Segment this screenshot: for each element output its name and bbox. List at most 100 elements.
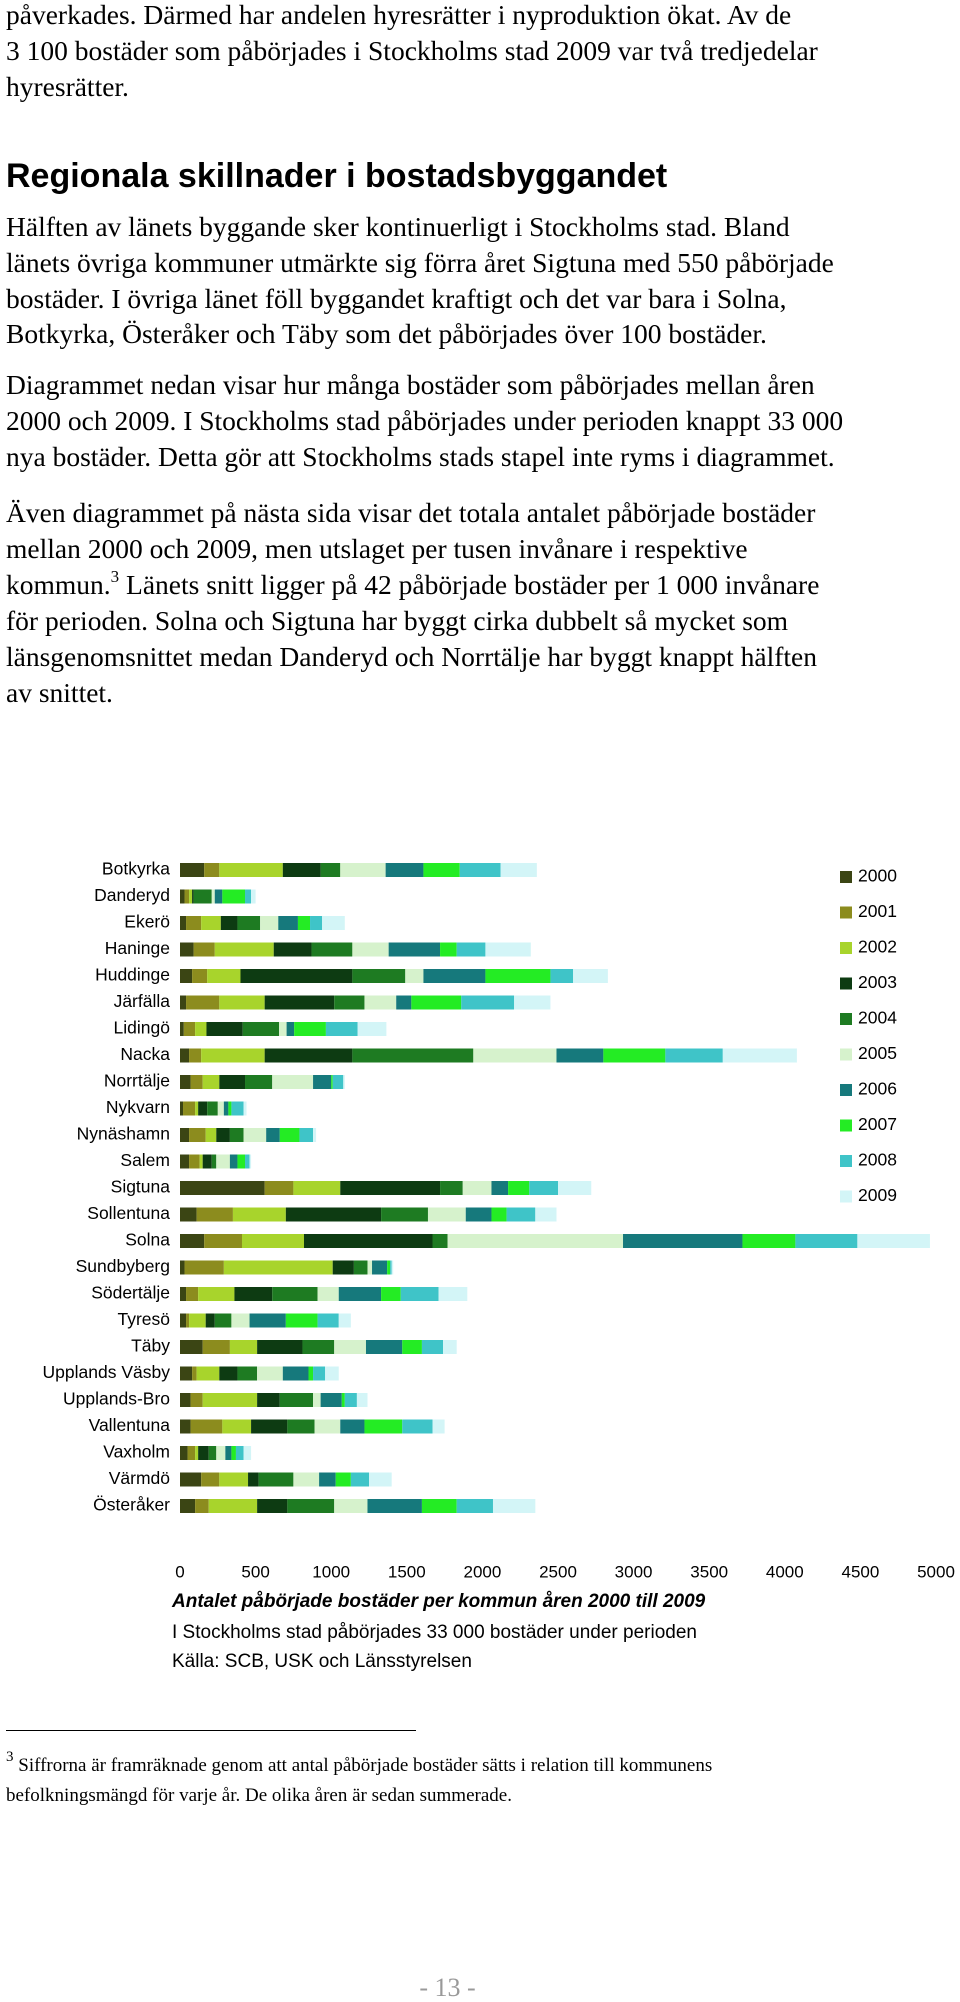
bar-segment (508, 1181, 530, 1195)
y-tick-label: Sigtuna (111, 1177, 171, 1197)
bar-segment (294, 1022, 326, 1036)
legend-swatch (840, 1084, 852, 1096)
bar-segment (180, 1313, 187, 1328)
bar-segment (196, 1207, 233, 1222)
bar-segment (241, 1234, 304, 1248)
x-tick-label: 4500 (841, 1562, 879, 1581)
bar-segment (340, 863, 386, 877)
bar-segment (381, 1207, 428, 1222)
bar-segment (485, 942, 531, 957)
bar-segment (219, 1366, 238, 1381)
bar-segment (402, 1340, 422, 1354)
text-line: 2000 och 2009. I Stockholms stad påbörja… (6, 405, 844, 436)
bar-segment (228, 1101, 232, 1116)
bar-segment (500, 863, 537, 877)
bar-segment (214, 942, 274, 957)
legend-swatch (840, 1048, 852, 1061)
bar-segment (207, 1101, 218, 1116)
y-tick-label: Södertälje (91, 1283, 170, 1303)
x-tick-label: 2500 (539, 1562, 577, 1581)
bar-segment (190, 1075, 203, 1089)
bar-segment (411, 995, 462, 1010)
legend-swatch (840, 1190, 852, 1203)
bar-segment (396, 995, 412, 1010)
bar-segment (421, 1499, 457, 1513)
y-tick-label: Haninge (105, 938, 170, 958)
bar-segment (245, 889, 252, 904)
bar-segment (223, 1260, 333, 1275)
bar-segment (272, 1075, 314, 1089)
bar-segment (308, 1366, 314, 1381)
bar-segment (385, 863, 424, 877)
bar-segment (187, 1446, 196, 1460)
text: Siffrorna är framräknade genom att antal… (18, 1755, 713, 1776)
bar-segment (208, 1499, 258, 1513)
y-tick-label: Nykvarn (106, 1097, 170, 1117)
bar-segment (195, 1446, 199, 1460)
legend-label: 2007 (858, 1114, 897, 1134)
bar-segment (364, 995, 397, 1010)
bar-segment (180, 1128, 190, 1142)
bar-segment (180, 1446, 188, 1460)
text: kommun. (6, 569, 111, 600)
bar-segment (302, 1340, 335, 1354)
bar-segment (456, 1499, 493, 1513)
bar-segment (550, 969, 574, 983)
bar-segment (183, 1101, 196, 1116)
bar-segment (440, 942, 457, 957)
bar-segment (204, 863, 220, 877)
bar-segment (257, 1340, 303, 1354)
bar-segment (180, 1499, 196, 1513)
bar-segment (303, 1234, 433, 1248)
bar-segment (192, 969, 208, 983)
bar-segment (665, 1048, 723, 1063)
bar-segment (189, 1128, 206, 1142)
y-tick-label: Vallentuna (89, 1415, 171, 1435)
bar-segment (189, 889, 193, 904)
legend-swatch (840, 977, 852, 990)
bar-segment (183, 1022, 196, 1036)
bar-segment (462, 1181, 492, 1195)
y-tick-label: Ekerö (124, 912, 170, 932)
bar-segment (258, 1472, 294, 1487)
y-tick-label: Nynäshamn (77, 1124, 170, 1144)
bar-segment (198, 1446, 209, 1460)
bar-segment (432, 1234, 448, 1248)
y-tick-label: Tyresö (117, 1309, 170, 1329)
bar-segment (180, 863, 205, 877)
bar-segment (293, 1181, 341, 1195)
text-line: nya bostäder. Detta gör att Stockholms s… (6, 441, 835, 472)
x-tick-label: 3500 (690, 1562, 728, 1581)
y-tick-label: Upplands Väsby (43, 1362, 171, 1382)
bar-segment (388, 942, 441, 957)
bar-segment (205, 1313, 215, 1328)
bar-segment (334, 1499, 368, 1513)
chart-title: Antalet påbörjade bostäder per kommun år… (171, 1591, 706, 1612)
bar-segment (202, 1154, 212, 1169)
bar-segment (229, 1154, 238, 1169)
bar-segment (279, 1393, 314, 1407)
x-tick-label: 500 (241, 1562, 269, 1581)
bar-segment (257, 1499, 288, 1513)
bar-segment (273, 942, 312, 957)
bar-segment (331, 1075, 333, 1089)
text-line: 3 100 bostäder som påbörjades i Stockhol… (6, 35, 818, 66)
bar-segment (229, 1128, 244, 1142)
bar-segment (180, 1207, 197, 1222)
bar-segment (260, 916, 279, 930)
bar-segment (222, 889, 246, 904)
text: Länets snitt ligger på 42 påbörjade bost… (119, 569, 820, 600)
bar-segment (225, 1446, 232, 1460)
bar-segment (367, 1499, 422, 1513)
bar-segment (369, 1472, 392, 1487)
bar-segment (320, 863, 341, 877)
bar-segment (322, 916, 345, 930)
bar-segment (287, 1419, 315, 1434)
bar-segment (180, 942, 194, 957)
y-tick-label: Järfälla (114, 991, 171, 1011)
bar-segment (310, 916, 323, 930)
bar-segment (443, 1340, 457, 1354)
bar-segment (180, 1075, 191, 1089)
bar-segment (795, 1234, 858, 1248)
bar-segment (186, 916, 202, 930)
